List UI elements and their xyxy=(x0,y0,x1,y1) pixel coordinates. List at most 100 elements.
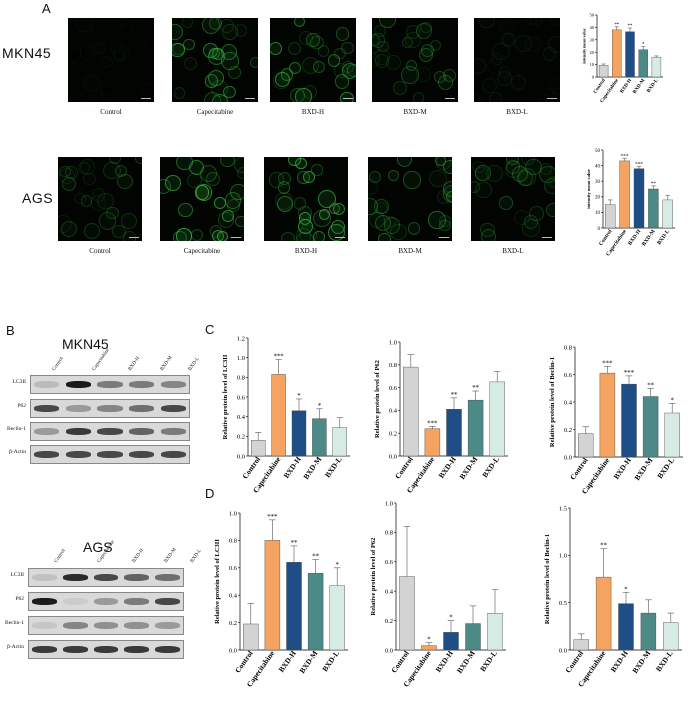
category-label-bxd-l: BXD-L xyxy=(647,78,660,94)
blot-strip-lc3ii xyxy=(30,375,190,394)
y-tick-label: 0.6 xyxy=(229,565,238,572)
bar-bxd-h xyxy=(291,410,307,457)
group-caption-bxd-h: BXD-H xyxy=(301,108,325,116)
category-label-bxd-l: BXD-L xyxy=(656,228,671,246)
y-tick-label: 30 xyxy=(595,180,601,185)
bar-bxd-h xyxy=(618,603,634,651)
y-tick-label: 50 xyxy=(595,149,601,154)
y-axis-label: Relative protein level of Beclin-1 xyxy=(549,357,556,447)
y-tick-label: 0.4 xyxy=(237,414,246,421)
blot-band xyxy=(62,646,88,653)
bar-bxd-h xyxy=(443,632,459,651)
significance-mark: * xyxy=(624,586,628,593)
blot-band xyxy=(34,451,60,458)
group-caption-capecitabine: Capecitabine xyxy=(196,108,234,116)
y-tick-label: 1.5 xyxy=(559,505,567,512)
blot-strip-lc3ii xyxy=(28,568,184,587)
band-label-β-actin: β-Actin xyxy=(7,644,24,650)
significance-mark: *** xyxy=(427,420,438,427)
y-tick-label: 1.0 xyxy=(237,355,245,362)
significance-mark: * xyxy=(427,637,431,644)
blot-band xyxy=(155,574,180,581)
bar-chart-d2: 0.0 0.2 0.4 0.6 0.8 1.0 Relative protein level… xyxy=(370,500,506,689)
category-label-bxd-h: BXD-H xyxy=(437,455,458,480)
significance-mark: * xyxy=(318,403,322,410)
category-label-bxd-m: BXD-M xyxy=(641,228,657,247)
y-tick-label: 0.0 xyxy=(385,647,393,654)
significance-mark: ** xyxy=(628,24,633,29)
category-label-bxd-h: BXD-H xyxy=(620,78,633,94)
fluorescence-image-mkn45-control xyxy=(68,18,154,102)
fluorescence-image-ags-bxd-h xyxy=(264,157,348,241)
category-label-bxd-h: BXD-H xyxy=(434,649,455,674)
blot-band xyxy=(97,405,123,412)
y-tick-label: 0.0 xyxy=(389,453,397,460)
bar-control xyxy=(250,440,266,457)
bar-capecitabine xyxy=(424,428,441,457)
blot-band xyxy=(124,574,150,581)
bar-bxd-m xyxy=(640,612,657,651)
significance-mark: * xyxy=(670,397,674,404)
bar-bxd-l xyxy=(664,412,680,458)
bar-bxd-l xyxy=(489,381,505,457)
y-tick-label: 40 xyxy=(595,164,601,169)
bar-control xyxy=(573,639,589,651)
y-axis-label: intensity mean value xyxy=(586,169,591,209)
y-axis-label: Relative protein level of Beclin-1 xyxy=(544,534,551,624)
y-tick-label: 0.6 xyxy=(385,559,394,566)
significance-mark: * xyxy=(449,615,453,622)
bar-bxd-l xyxy=(332,427,347,457)
blot-title-mkn45: MKN45 xyxy=(62,336,109,352)
band-label-lc3ii: LC3II xyxy=(12,379,26,385)
y-tick-label: 0.6 xyxy=(237,394,246,401)
category-label-bxd-h: BXD-H xyxy=(282,455,303,480)
significance-mark: * xyxy=(297,393,301,400)
y-tick-label: 0.8 xyxy=(237,375,245,382)
y-axis-label: Relative protein level of LC3II xyxy=(214,539,221,624)
y-tick-label: 0.0 xyxy=(229,647,237,654)
y-axis-label: intensity mean value xyxy=(581,28,586,63)
category-label-bxd-h: BXD-H xyxy=(277,649,298,674)
y-tick-label: 0.2 xyxy=(389,430,397,437)
blot-band xyxy=(124,598,150,605)
category-label-bxd-m: BXD-M xyxy=(633,456,655,482)
blot-band xyxy=(97,381,123,388)
group-caption-bxd-h: BXD-H xyxy=(294,247,318,255)
band-label-beclin-1: Beclin-1 xyxy=(5,620,24,626)
cell-line-label-mkn45: MKN45 xyxy=(2,45,52,61)
bar-bxd-m xyxy=(642,396,659,458)
blot-strip-β-actin xyxy=(28,640,184,659)
significance-mark: *** xyxy=(624,370,635,377)
blot-title-ags: AGS xyxy=(83,539,113,555)
category-label-bxd-l: BXD-L xyxy=(323,455,344,479)
y-tick-label: 0.2 xyxy=(229,620,237,627)
blot-band xyxy=(97,451,123,458)
blot-band xyxy=(34,381,60,388)
y-tick-label: 0.4 xyxy=(229,592,238,599)
bar-chart-c2: 0.0 0.2 0.4 0.6 0.8 1.0 Relative protein level… xyxy=(374,339,508,495)
group-caption-bxd-l: BXD-L xyxy=(502,247,524,255)
y-tick-label: 1.0 xyxy=(389,339,397,346)
blot-strip-p62 xyxy=(30,399,190,418)
category-label-bxd-m: BXD-M xyxy=(633,78,647,95)
bar-bxd-h xyxy=(625,31,635,78)
bar-control xyxy=(403,366,419,457)
group-caption-control: Control xyxy=(89,247,111,255)
blot-band xyxy=(65,428,92,435)
y-axis-label: Relative protein level of P62 xyxy=(374,360,381,438)
blot-band xyxy=(128,451,155,458)
blot-band xyxy=(93,598,119,605)
category-label-bxd-l: BXD-L xyxy=(478,649,499,673)
y-tick-label: 20 xyxy=(595,196,601,201)
y-tick-label: 10 xyxy=(590,62,595,67)
y-tick-label: 20 xyxy=(590,50,595,55)
y-tick-label: 1.0 xyxy=(229,510,237,517)
fluorescence-image-mkn45-bxd-m xyxy=(372,18,458,102)
blot-band xyxy=(62,574,88,581)
fluorescence-image-ags-control xyxy=(58,157,142,241)
blot-band xyxy=(128,428,155,435)
y-tick-label: 0.8 xyxy=(385,530,393,537)
blot-band xyxy=(124,622,150,629)
